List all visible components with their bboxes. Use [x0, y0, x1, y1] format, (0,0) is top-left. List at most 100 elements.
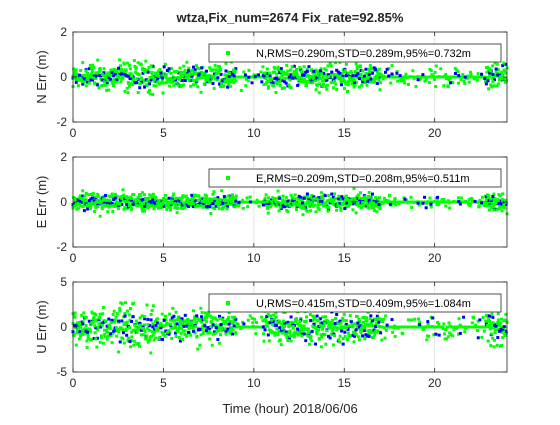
float-point — [118, 72, 122, 76]
fix-point — [382, 326, 386, 330]
float-point — [159, 71, 163, 75]
fix-point — [97, 322, 101, 326]
fix-point — [187, 325, 191, 329]
fix-point — [295, 67, 299, 71]
fix-point — [211, 192, 215, 196]
fix-point — [373, 333, 377, 337]
fix-point — [73, 70, 77, 74]
fix-point — [334, 61, 338, 65]
fix-point — [163, 314, 167, 318]
fix-point — [286, 210, 290, 214]
fix-point — [131, 302, 135, 306]
fix-point — [202, 200, 206, 204]
fix-point — [217, 341, 221, 345]
fix-point — [116, 71, 120, 75]
float-point — [286, 320, 290, 324]
float-point — [92, 199, 96, 203]
fix-point — [380, 319, 384, 323]
fix-point — [105, 337, 109, 341]
fix-point — [135, 77, 139, 81]
fix-point — [222, 84, 226, 88]
fix-point — [140, 191, 144, 195]
fix-point — [477, 204, 481, 208]
fix-point — [134, 325, 138, 329]
fix-point — [230, 194, 234, 198]
fix-point — [163, 74, 167, 78]
fix-point — [267, 85, 271, 89]
fix-point — [324, 202, 328, 206]
fix-point — [305, 327, 309, 331]
y-tick-label: -2 — [56, 115, 67, 129]
fix-point — [318, 82, 322, 86]
fix-point — [160, 81, 164, 85]
fix-point — [127, 199, 131, 203]
fix-point — [287, 325, 291, 329]
fix-point — [216, 70, 220, 74]
fix-point — [85, 77, 89, 81]
fix-point — [329, 332, 333, 336]
float-point — [144, 202, 148, 206]
fix-point — [118, 64, 122, 68]
fix-point — [468, 70, 472, 74]
fix-point — [94, 313, 98, 317]
fix-point — [280, 331, 284, 335]
float-point — [377, 320, 381, 324]
float-point — [261, 203, 265, 207]
fix-point — [254, 332, 258, 336]
fix-point — [299, 79, 303, 83]
fix-point — [285, 63, 289, 67]
fix-point — [267, 328, 271, 332]
fix-point — [228, 329, 232, 333]
fix-point — [432, 333, 436, 337]
float-point — [108, 332, 112, 336]
fix-point — [297, 78, 301, 82]
fix-point — [120, 77, 124, 81]
fix-point — [495, 62, 499, 66]
fix-point — [496, 82, 500, 86]
fix-point — [95, 345, 99, 349]
fix-point — [100, 207, 104, 211]
fix-point — [429, 75, 433, 79]
float-point — [125, 202, 129, 206]
fix-point — [297, 202, 301, 206]
fix-point — [194, 64, 198, 68]
y-tick-label: 0 — [60, 70, 67, 84]
fix-point — [427, 81, 431, 85]
float-point — [341, 197, 345, 201]
fix-point — [115, 334, 119, 338]
fix-point — [92, 76, 96, 80]
fix-point — [248, 314, 252, 318]
fix-point — [234, 194, 238, 198]
fix-point — [234, 332, 238, 336]
fix-point — [299, 198, 303, 202]
fix-point — [453, 66, 457, 70]
fix-point — [292, 197, 296, 201]
fix-point — [96, 328, 100, 332]
fix-point — [111, 210, 115, 214]
fix-point — [81, 333, 85, 337]
fix-point — [484, 313, 488, 317]
fix-point — [443, 332, 447, 336]
fix-point — [231, 71, 235, 75]
fix-point — [213, 323, 217, 327]
fix-point — [446, 199, 450, 203]
fix-point — [99, 334, 103, 338]
float-point — [359, 69, 363, 73]
fix-point — [312, 75, 316, 79]
fix-point — [461, 73, 465, 77]
fix-point — [300, 324, 304, 328]
fix-point — [344, 194, 348, 198]
fix-point — [198, 76, 202, 80]
fix-point — [135, 330, 139, 334]
fix-point — [485, 70, 489, 74]
fix-point — [160, 205, 164, 209]
fix-point — [356, 325, 360, 329]
fix-point — [210, 197, 214, 201]
fix-point — [338, 340, 342, 344]
fix-point — [215, 78, 219, 82]
fix-point — [442, 322, 446, 326]
fix-point — [102, 67, 106, 71]
fix-point — [351, 77, 355, 81]
fix-point — [180, 323, 184, 327]
fix-point — [103, 332, 107, 336]
